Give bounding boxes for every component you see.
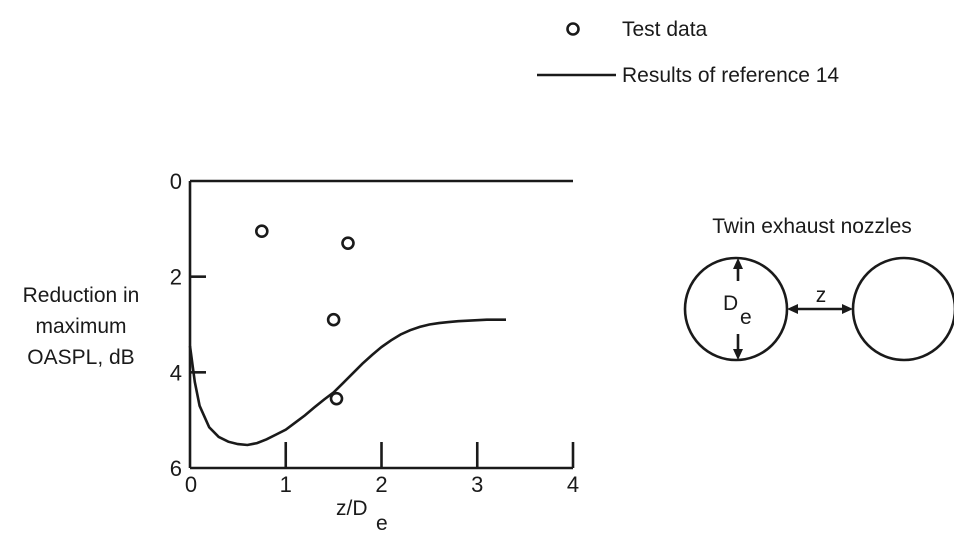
axes: 0 1 2 3 4 0 2 4 6 xyxy=(170,169,579,497)
plot-area xyxy=(188,224,506,447)
y-tick-label: 6 xyxy=(170,456,182,481)
spacing-label: z xyxy=(816,284,827,307)
spacing-arrow-head-right xyxy=(842,304,853,314)
test-data-point xyxy=(255,224,269,239)
x-tick-label: 4 xyxy=(567,472,579,497)
diameter-arrow-head-down xyxy=(733,349,743,360)
x-axis-label-subscript: e xyxy=(376,512,388,535)
test-data-point xyxy=(341,236,355,250)
y-tick-label: 4 xyxy=(170,360,182,385)
x-tick-label: 1 xyxy=(280,472,292,497)
x-ticks: 0 1 2 3 4 xyxy=(185,442,579,497)
x-tick-label: 2 xyxy=(375,472,387,497)
inset-title: Twin exhaust nozzles xyxy=(712,215,912,238)
y-ticks: 0 2 4 6 xyxy=(170,169,206,481)
x-axis-label: z/D e xyxy=(336,497,388,535)
right-nozzle xyxy=(851,256,954,362)
y-axis-label: Reduction in maximum OASPL, dB xyxy=(23,284,140,369)
reference-14-curve xyxy=(188,318,506,447)
x-tick-label: 3 xyxy=(471,472,483,497)
y-axis-label-line-1: Reduction in xyxy=(23,284,140,307)
legend-label-reference: Results of reference 14 xyxy=(622,64,839,87)
test-data-point xyxy=(329,391,344,406)
diameter-label-subscript: e xyxy=(740,306,752,329)
y-tick-label: 2 xyxy=(170,265,182,290)
x-tick-label: 0 xyxy=(185,472,197,497)
spacing-arrow-head-left xyxy=(787,304,798,314)
diameter-label: D xyxy=(723,292,738,315)
y-tick-label: 0 xyxy=(170,169,182,194)
nozzle-inset: Twin exhaust nozzles D e z xyxy=(683,215,954,362)
test-data-point xyxy=(326,312,341,327)
x-axis-label-main: z/D xyxy=(336,497,368,520)
y-axis-label-line-3: OASPL, dB xyxy=(27,346,134,369)
diameter-arrow-head-up xyxy=(733,258,743,269)
y-axis-label-line-2: maximum xyxy=(35,315,126,338)
legend: Test data Results of reference 14 xyxy=(537,18,839,87)
legend-marker-test-data xyxy=(566,22,580,36)
legend-label-test-data: Test data xyxy=(622,18,708,41)
